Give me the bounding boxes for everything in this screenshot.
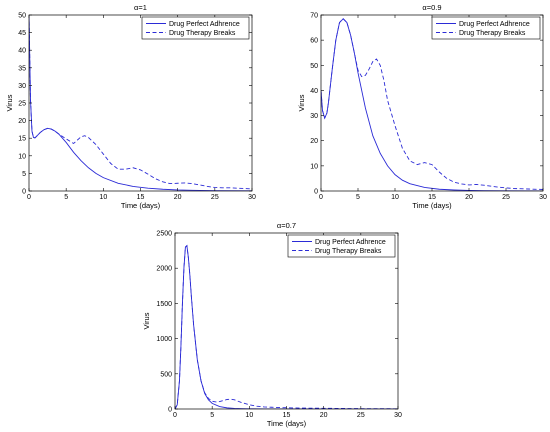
y-tick-label: 10 [18, 153, 26, 160]
y-axis-label: Virus [5, 94, 14, 111]
x-tick-label: 10 [245, 412, 253, 419]
x-tick-label: 20 [465, 194, 473, 201]
legend: Drug Perfect Adhrence Drug Therapy Breaks [431, 16, 541, 40]
x-tick-label: 15 [428, 194, 436, 201]
y-tick-label: 2000 [156, 266, 172, 273]
y-tick-label: 35 [18, 65, 26, 72]
y-tick-label: 40 [310, 88, 318, 95]
legend-entry: Drug Perfect Adhrence [315, 239, 386, 246]
y-tick-label: 50 [18, 13, 26, 20]
x-tick-label: 15 [137, 194, 145, 201]
x-tick-label: 5 [64, 194, 68, 201]
legend-box [141, 16, 250, 40]
y-tick-label: 0 [314, 189, 318, 196]
chart-title: α=1 [134, 3, 147, 12]
y-tick-label: 60 [310, 38, 318, 45]
x-tick-label: 10 [99, 194, 107, 201]
series-perfect-adherence-line [29, 15, 252, 191]
series-perfect-adherence-line [175, 244, 398, 409]
y-tick-label: 5 [22, 171, 26, 178]
y-axis-label: Virus [142, 312, 151, 329]
legend-box [431, 16, 541, 40]
legend-entry: Drug Therapy Breaks [459, 30, 526, 37]
series-therapy-breaks-line [321, 18, 543, 190]
y-tick-label: 50 [310, 63, 318, 70]
chart-1: 0 5 10 15 20 25 30 0 5 10 15 20 25 30 35 40 45 50 α=1 Time … [5, 3, 256, 210]
x-tick-label: 20 [320, 412, 328, 419]
y-tick-label: 2500 [156, 231, 172, 238]
y-tick-label: 1000 [156, 336, 172, 343]
chart-3: 0 5 10 15 20 25 30 0 500 1000 1500 2000 2500 α=0.7 Tim… [142, 221, 402, 428]
y-tick-label: 40 [18, 48, 26, 55]
x-axis-label: Time (days) [121, 201, 161, 210]
x-tick-label: 10 [391, 194, 399, 201]
y-tick-label: 45 [18, 30, 26, 37]
x-tick-label: 25 [211, 194, 219, 201]
plot-frame [174, 232, 399, 410]
x-tick-label: 15 [283, 412, 291, 419]
x-axis-label: Time (days) [412, 201, 452, 210]
chart-title: α=0.9 [422, 3, 441, 12]
y-tick-label: 0 [22, 189, 26, 196]
x-tick-label: 0 [319, 194, 323, 201]
x-tick-label: 30 [394, 412, 402, 419]
chart-title: α=0.7 [277, 221, 296, 230]
legend: Drug Perfect Adhrence Drug Therapy Breaks [287, 234, 396, 258]
x-tick-label: 0 [173, 412, 177, 419]
legend-entry: Drug Perfect Adhrence [459, 21, 530, 28]
x-axis-label: Time (days) [267, 419, 307, 428]
y-tick-label: 25 [18, 101, 26, 108]
series-therapy-breaks-line [29, 15, 252, 190]
y-axis-label: Virus [297, 94, 306, 111]
legend-entry: Drug Perfect Adhrence [169, 21, 240, 28]
x-tick-label: 25 [502, 194, 510, 201]
y-tick-label: 10 [310, 163, 318, 170]
legend: Drug Perfect Adhrence Drug Therapy Breaks [141, 16, 250, 40]
x-tick-label: 30 [248, 194, 256, 201]
y-tick-label: 30 [310, 113, 318, 120]
y-tick-label: 20 [18, 118, 26, 125]
x-tick-label: 20 [174, 194, 182, 201]
y-tick-label: 500 [160, 371, 172, 378]
y-tick-label: 70 [310, 13, 318, 20]
series-therapy-breaks-line [175, 244, 398, 409]
x-tick-label: 0 [27, 194, 31, 201]
x-tick-label: 5 [356, 194, 360, 201]
plot-frame [28, 14, 253, 192]
y-tick-label: 0 [168, 407, 172, 414]
x-tick-label: 30 [539, 194, 547, 201]
chart-2: 0 5 10 15 20 25 30 0 10 20 30 40 50 60 70 α=0.9 Time (da… [297, 3, 547, 210]
x-tick-label: 25 [357, 412, 365, 419]
y-tick-label: 15 [18, 136, 26, 143]
legend-entry: Drug Therapy Breaks [315, 248, 382, 255]
y-tick-label: 20 [310, 138, 318, 145]
y-tick-label: 30 [18, 83, 26, 90]
x-tick-label: 5 [210, 412, 214, 419]
legend-entry: Drug Therapy Breaks [169, 30, 236, 37]
legend-box [287, 234, 396, 258]
y-tick-label: 1500 [156, 301, 172, 308]
